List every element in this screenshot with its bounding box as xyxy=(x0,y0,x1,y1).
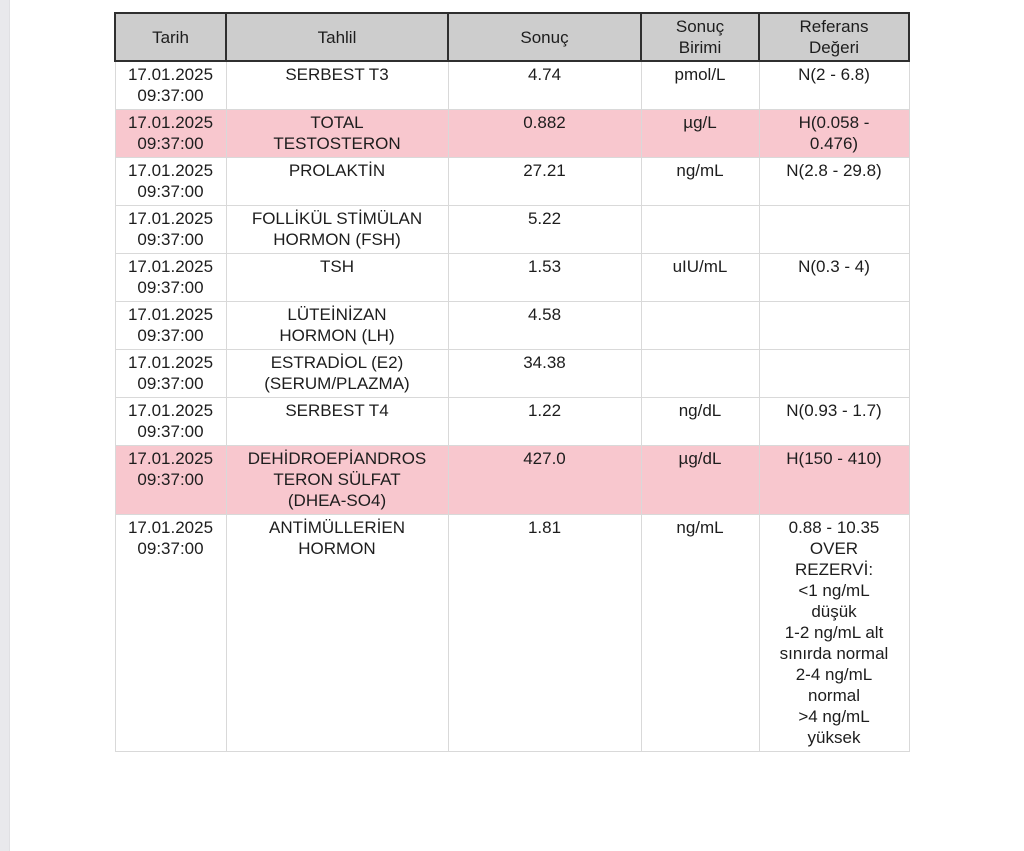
cell-unit xyxy=(640,349,760,398)
column-header-result: Sonuç xyxy=(447,12,642,62)
cell-result: 4.58 xyxy=(447,301,642,350)
table-body: 17.01.2025 09:37:00 SERBEST T3 4.74 pmol… xyxy=(114,60,910,752)
cell-unit: pmol/L xyxy=(640,60,760,110)
table-row: 17.01.2025 09:37:00 SERBEST T4 1.22 ng/d… xyxy=(114,397,910,446)
table-row: 17.01.2025 09:37:00 TSH 1.53 uIU/mL N(0.… xyxy=(114,253,910,302)
cell-result: 1.22 xyxy=(447,397,642,446)
cell-test-name: DEHİDROEPİANDROS TERON SÜLFAT (DHEA-SO4) xyxy=(225,445,449,515)
cell-unit: ng/mL xyxy=(640,157,760,206)
column-header-test: Tahlil xyxy=(225,12,449,62)
column-header-unit: Sonuç Birimi xyxy=(640,12,760,62)
cell-reference: N(2.8 - 29.8) xyxy=(758,157,910,206)
table-row: 17.01.2025 09:37:00 TOTAL TESTOSTERON 0.… xyxy=(114,109,910,158)
table-row: 17.01.2025 09:37:00 FOLLİKÜL STİMÜLAN HO… xyxy=(114,205,910,254)
cell-test-name: TOTAL TESTOSTERON xyxy=(225,109,449,158)
cell-unit: µg/L xyxy=(640,109,760,158)
cell-result: 34.38 xyxy=(447,349,642,398)
table-row: 17.01.2025 09:37:00 ESTRADİOL (E2) (SERU… xyxy=(114,349,910,398)
cell-reference: H(0.058 - 0.476) xyxy=(758,109,910,158)
cell-test-name: LÜTEİNİZAN HORMON (LH) xyxy=(225,301,449,350)
cell-result: 4.74 xyxy=(447,60,642,110)
cell-unit xyxy=(640,301,760,350)
cell-reference: N(0.3 - 4) xyxy=(758,253,910,302)
cell-reference: 0.88 - 10.35 OVER REZERVİ: <1 ng/mL düşü… xyxy=(758,514,910,752)
cell-test-name: SERBEST T3 xyxy=(225,60,449,110)
cell-date: 17.01.2025 09:37:00 xyxy=(114,445,227,515)
cell-unit: uIU/mL xyxy=(640,253,760,302)
cell-date: 17.01.2025 09:37:00 xyxy=(114,301,227,350)
cell-result: 0.882 xyxy=(447,109,642,158)
cell-unit: ng/mL xyxy=(640,514,760,752)
table-row: 17.01.2025 09:37:00 LÜTEİNİZAN HORMON (L… xyxy=(114,301,910,350)
cell-reference: N(2 - 6.8) xyxy=(758,60,910,110)
column-header-date: Tarih xyxy=(114,12,227,62)
lab-results-table: Tarih Tahlil Sonuç Sonuç Birimi Referans… xyxy=(114,12,910,752)
cell-date: 17.01.2025 09:37:00 xyxy=(114,349,227,398)
table-row: 17.01.2025 09:37:00 SERBEST T3 4.74 pmol… xyxy=(114,60,910,110)
header-row: Tarih Tahlil Sonuç Sonuç Birimi Referans… xyxy=(114,12,910,62)
cell-reference xyxy=(758,349,910,398)
cell-result: 1.53 xyxy=(447,253,642,302)
table-row: 17.01.2025 09:37:00 PROLAKTİN 27.21 ng/m… xyxy=(114,157,910,206)
cell-test-name: TSH xyxy=(225,253,449,302)
cell-date: 17.01.2025 09:37:00 xyxy=(114,514,227,752)
cell-test-name: ANTİMÜLLERİEN HORMON xyxy=(225,514,449,752)
cell-test-name: PROLAKTİN xyxy=(225,157,449,206)
cell-date: 17.01.2025 09:37:00 xyxy=(114,397,227,446)
cell-result: 5.22 xyxy=(447,205,642,254)
cell-result: 427.0 xyxy=(447,445,642,515)
cell-test-name: SERBEST T4 xyxy=(225,397,449,446)
cell-date: 17.01.2025 09:37:00 xyxy=(114,253,227,302)
cell-reference: N(0.93 - 1.7) xyxy=(758,397,910,446)
table-row: 17.01.2025 09:37:00 DEHİDROEPİANDROS TER… xyxy=(114,445,910,515)
cell-reference: H(150 - 410) xyxy=(758,445,910,515)
cell-result: 27.21 xyxy=(447,157,642,206)
cell-unit xyxy=(640,205,760,254)
cell-unit: ng/dL xyxy=(640,397,760,446)
cell-date: 17.01.2025 09:37:00 xyxy=(114,205,227,254)
cell-result: 1.81 xyxy=(447,514,642,752)
cell-date: 17.01.2025 09:37:00 xyxy=(114,157,227,206)
cell-date: 17.01.2025 09:37:00 xyxy=(114,109,227,158)
cell-reference xyxy=(758,205,910,254)
cell-unit: µg/dL xyxy=(640,445,760,515)
cell-test-name: FOLLİKÜL STİMÜLAN HORMON (FSH) xyxy=(225,205,449,254)
cell-reference xyxy=(758,301,910,350)
cell-date: 17.01.2025 09:37:00 xyxy=(114,60,227,110)
cell-test-name: ESTRADİOL (E2) (SERUM/PLAZMA) xyxy=(225,349,449,398)
table-row: 17.01.2025 09:37:00 ANTİMÜLLERİEN HORMON… xyxy=(114,514,910,752)
page-edge-strip xyxy=(0,0,10,851)
column-header-reference: Referans Değeri xyxy=(758,12,910,62)
